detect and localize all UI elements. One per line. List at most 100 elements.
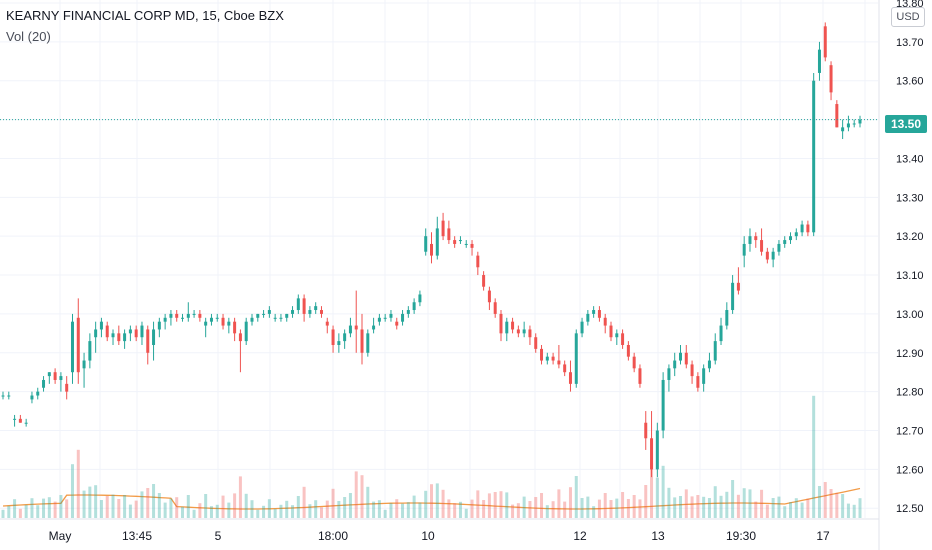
volume-bar <box>70 464 74 518</box>
candle-body <box>279 317 283 319</box>
symbol-title: KEARNY FINANCIAL CORP MD, 15, Cboe BZX <box>6 8 284 23</box>
price-tick-label: 13.40 <box>896 153 924 165</box>
volume-bar <box>852 504 856 518</box>
candle-body <box>493 302 497 314</box>
volume-bar <box>464 508 468 518</box>
time-axis[interactable]: May 13:45 5 18:00 10 12 13 19:30 17 <box>0 518 879 543</box>
candle-body <box>18 418 22 423</box>
volume-bar <box>516 503 520 518</box>
volume-bar <box>36 505 40 518</box>
volume-bar <box>105 496 109 518</box>
candle-body <box>430 243 433 256</box>
volume-bar <box>59 495 63 518</box>
candle-body <box>157 321 161 330</box>
candle-body <box>406 310 410 314</box>
candle-body <box>748 236 752 244</box>
volume-bar <box>783 506 787 518</box>
candle-body <box>111 333 115 338</box>
volume-bar <box>638 499 642 518</box>
volume-bar <box>476 490 480 518</box>
candle-body <box>719 325 723 342</box>
candle-body <box>302 298 306 314</box>
candle-body <box>267 310 271 314</box>
volume-bar <box>250 500 254 518</box>
volume-indicator-label[interactable]: Vol (20) <box>6 29 51 44</box>
volume-bar <box>615 498 619 518</box>
volume-bar <box>603 493 607 518</box>
candle-body <box>372 325 376 330</box>
volume-bar <box>574 476 578 518</box>
volume-bar <box>487 493 491 518</box>
volume-bar <box>522 496 526 518</box>
candle-body <box>742 243 746 256</box>
volume-bar <box>30 498 34 518</box>
candle-body <box>696 376 700 388</box>
candle-body <box>285 313 289 318</box>
candle-body <box>638 368 642 384</box>
candle-body <box>586 313 590 322</box>
candle-body <box>534 337 538 349</box>
candle-body <box>412 302 416 311</box>
candle-body <box>522 329 526 334</box>
candle-body <box>736 282 740 291</box>
price-tick-label: 13.30 <box>896 192 924 204</box>
volume-bar <box>841 494 845 518</box>
time-tick-label: May <box>49 529 72 543</box>
volume-bar <box>713 486 717 518</box>
volume-bar <box>291 505 295 518</box>
candle-body <box>389 313 393 318</box>
candle-body <box>59 376 63 380</box>
volume-bar <box>719 495 723 518</box>
candle-body <box>557 360 561 365</box>
volume-bar <box>725 491 729 518</box>
candle-body <box>464 243 468 245</box>
volume-bar <box>829 489 833 518</box>
candle-body <box>597 310 601 318</box>
candle-body <box>754 236 758 241</box>
time-tick-label: 13 <box>651 529 665 543</box>
candle-body <box>215 317 219 319</box>
candle-body <box>30 395 34 400</box>
chart-grid <box>0 0 878 518</box>
candle-body <box>760 240 764 252</box>
volume-bar <box>389 503 393 518</box>
candle-body <box>482 275 486 287</box>
volume-bar <box>736 494 740 518</box>
candle-body <box>36 391 40 396</box>
candle-body <box>852 123 856 125</box>
volume-ma-layer <box>2 487 861 510</box>
volume-bar <box>441 489 445 518</box>
volume-bar <box>551 501 555 518</box>
candle-body <box>545 356 549 361</box>
volume-bar <box>169 498 173 518</box>
price-axis[interactable]: 13.80 13.70 13.60 13.50 13.40 13.30 13.20 13.10… <box>878 0 924 550</box>
candle-body <box>337 341 341 345</box>
volume-bar <box>401 503 405 518</box>
volume-bar <box>88 486 92 518</box>
candle-body <box>499 313 503 334</box>
candle-body <box>789 236 793 241</box>
price-tick-label: 13.20 <box>896 231 924 243</box>
volume-bar <box>731 480 735 518</box>
volume-bar <box>82 490 86 518</box>
candle-body <box>238 333 242 342</box>
volume-bar <box>777 496 781 518</box>
volume-bar <box>209 506 213 518</box>
volume-bar <box>545 505 549 518</box>
candle-body <box>94 329 98 338</box>
volume-bar <box>806 498 810 518</box>
volume-bar <box>53 501 57 518</box>
volume-bar <box>789 502 793 518</box>
volume-bar <box>273 508 277 518</box>
volume-bar <box>343 497 347 518</box>
currency-button[interactable]: USD <box>891 7 925 27</box>
candle-body <box>458 240 462 242</box>
volume-bar <box>192 509 196 518</box>
volume-bar <box>348 493 352 518</box>
volume-bar <box>395 499 399 518</box>
candle-body <box>603 317 607 326</box>
volume-bar <box>302 486 306 518</box>
candle-body <box>540 348 544 361</box>
candlestick-series <box>1 22 862 478</box>
